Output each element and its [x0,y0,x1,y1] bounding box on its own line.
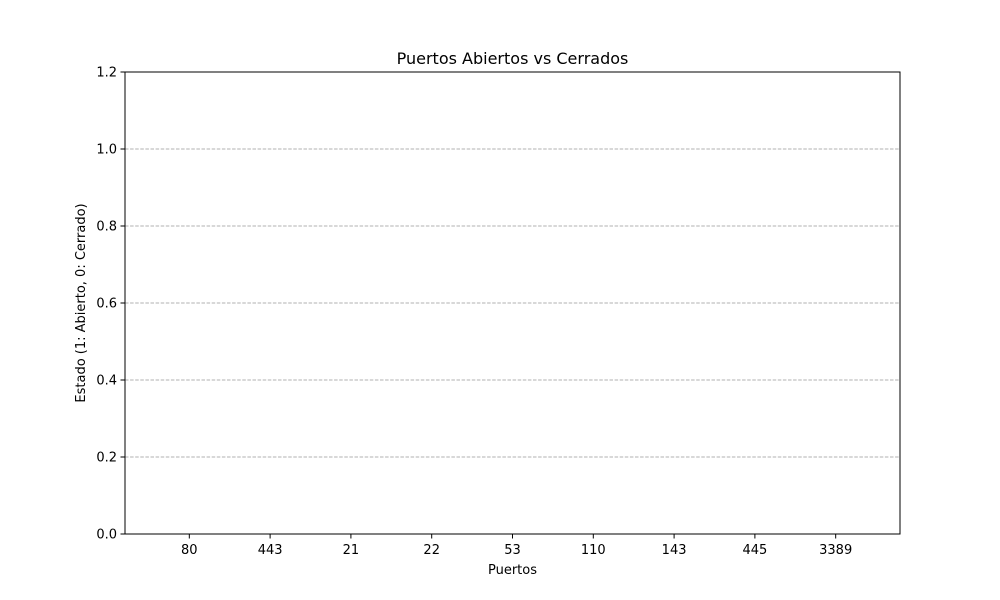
grid-lines [125,148,900,458]
y-axis-ticks: 0.0 0.2 0.4 0.6 0.8 1.0 1.2 [96,66,125,543]
y-tick-label: 0.2 [96,451,117,466]
y-tick-label: 0.4 [96,374,117,389]
x-tick-label: 53 [504,543,521,558]
x-tick-label: 143 [662,543,687,558]
x-tick-label: 21 [343,543,360,558]
x-axis-label: Puertos [488,563,537,578]
y-tick-label: 1.0 [96,143,117,158]
x-tick-label: 443 [258,543,283,558]
x-tick-label: 22 [423,543,440,558]
y-tick-label: 0.8 [96,220,117,235]
y-tick-label: 1.2 [96,66,117,81]
x-tick-label: 3389 [819,543,852,558]
chart-title: Puertos Abiertos vs Cerrados [397,49,629,68]
y-tick-label: 0.6 [96,297,117,312]
y-axis-label: Estado (1: Abierto, 0: Cerrado) [74,203,89,402]
y-tick-label: 0.0 [96,528,117,543]
x-tick-label: 110 [581,543,606,558]
x-tick-label: 445 [742,543,767,558]
x-axis-ticks: 80 443 21 22 53 110 143 445 3389 [181,534,852,558]
x-tick-label: 80 [181,543,198,558]
